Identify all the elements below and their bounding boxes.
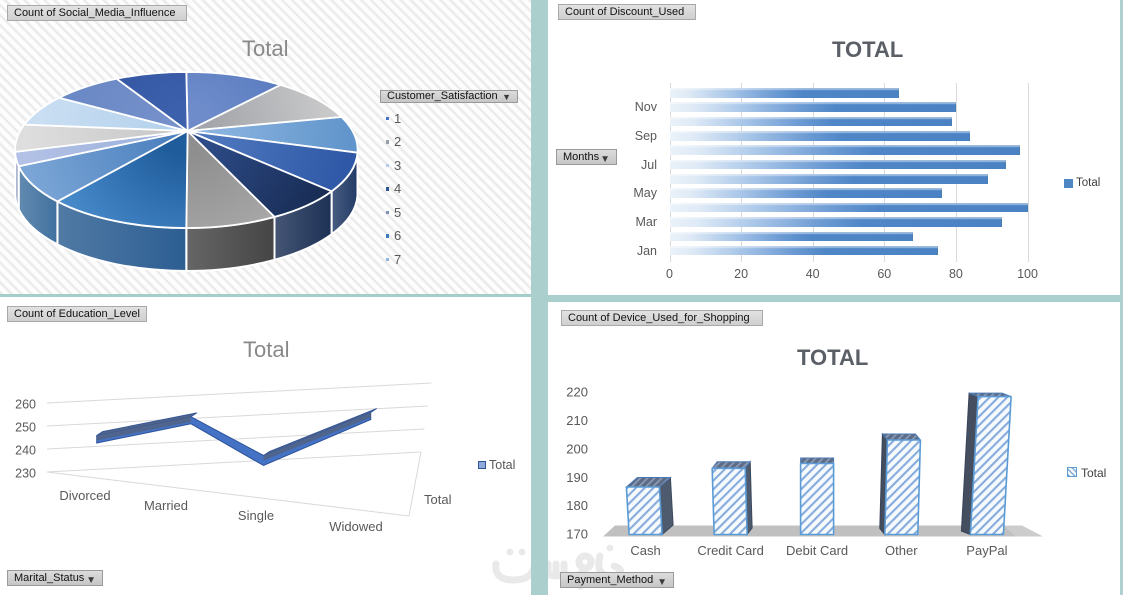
svg-text:240: 240 xyxy=(15,444,36,458)
svg-text:Debit Card: Debit Card xyxy=(786,543,848,558)
svg-text:190: 190 xyxy=(566,470,588,485)
svg-text:Cash: Cash xyxy=(630,543,660,558)
svg-text:250: 250 xyxy=(15,421,36,435)
svg-text:260: 260 xyxy=(15,398,36,412)
svg-text:Other: Other xyxy=(885,543,918,558)
svg-text:220: 220 xyxy=(566,385,588,400)
svg-text:Credit Card: Credit Card xyxy=(697,543,763,558)
svg-text:180: 180 xyxy=(566,498,588,513)
svg-text:PayPal: PayPal xyxy=(966,543,1007,558)
svg-text:Married: Married xyxy=(144,498,188,513)
svg-text:210: 210 xyxy=(566,413,588,428)
svg-text:Widowed: Widowed xyxy=(329,519,382,534)
svg-text:Divorced: Divorced xyxy=(59,488,110,503)
svg-text:170: 170 xyxy=(566,527,588,542)
svg-text:Single: Single xyxy=(238,508,274,523)
svg-text:Total: Total xyxy=(424,492,452,507)
svg-text:230: 230 xyxy=(15,467,36,481)
svg-text:200: 200 xyxy=(566,441,588,456)
